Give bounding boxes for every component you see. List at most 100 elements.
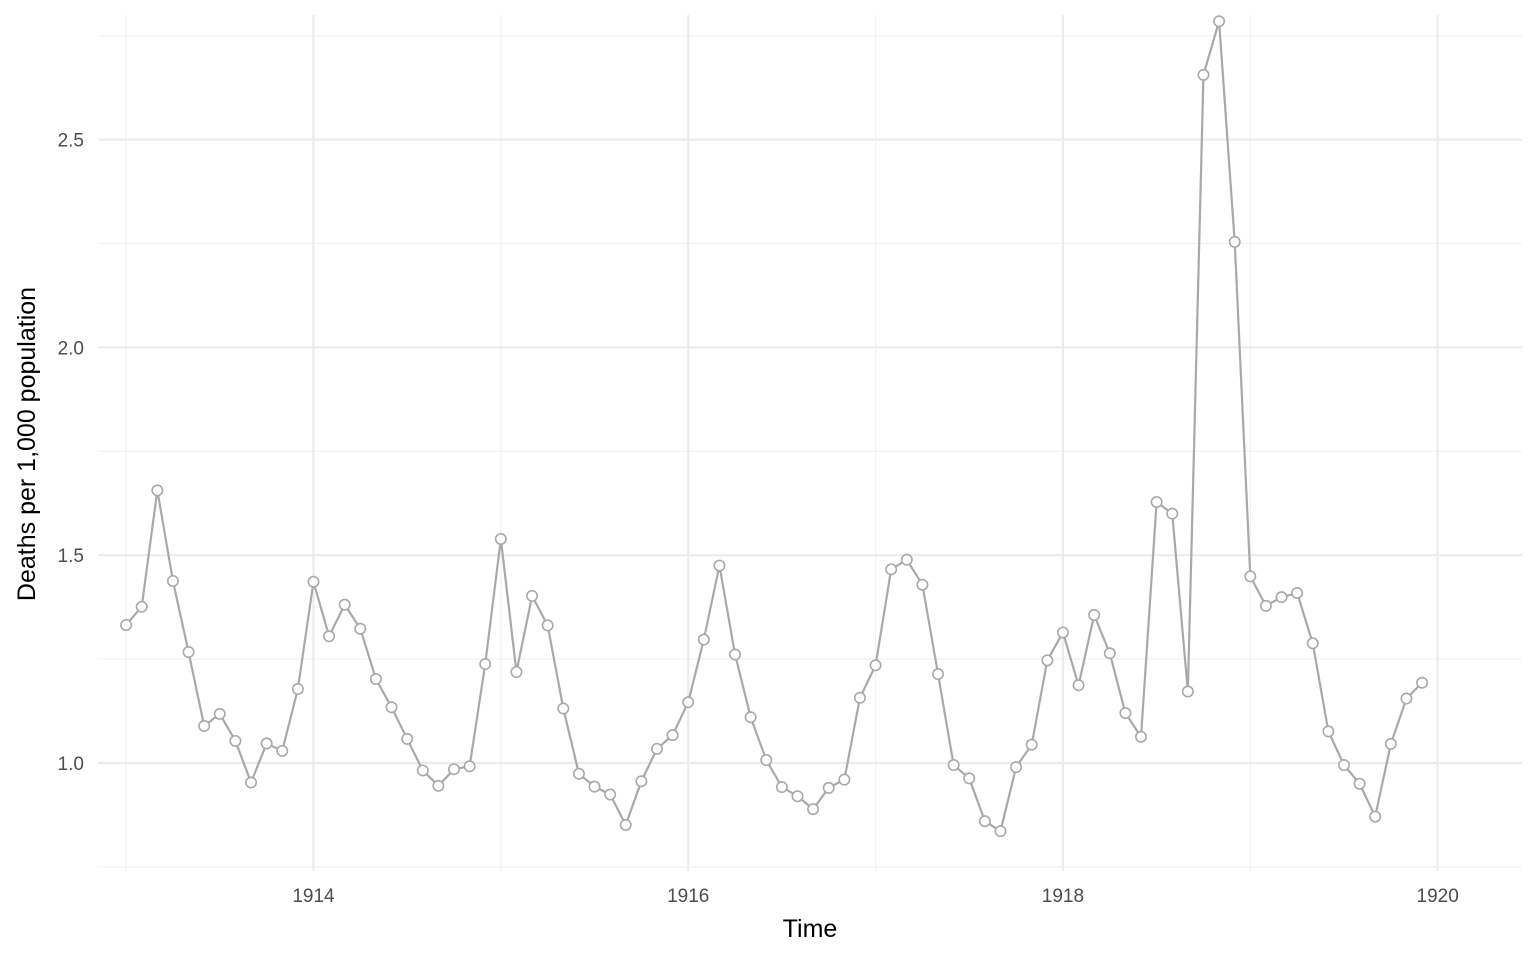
data-point bbox=[1369, 810, 1382, 823]
data-point bbox=[557, 702, 570, 715]
x-tick-label: 1914 bbox=[292, 886, 335, 907]
data-point bbox=[1166, 507, 1179, 520]
y-axis-ticks: 1.0 1.5 2.0 2.5 bbox=[58, 131, 84, 775]
data-point bbox=[744, 711, 757, 724]
data-point bbox=[1259, 599, 1272, 612]
data-point bbox=[807, 803, 820, 816]
data-point bbox=[1119, 707, 1132, 720]
data-point bbox=[666, 729, 679, 742]
minor-gridlines bbox=[98, 15, 1522, 871]
data-point bbox=[447, 763, 460, 776]
data-point bbox=[1056, 626, 1069, 639]
data-point bbox=[900, 553, 913, 566]
data-point bbox=[541, 619, 554, 632]
y-tick-label: 1.0 bbox=[58, 754, 84, 775]
data-point bbox=[932, 668, 945, 681]
data-point bbox=[307, 575, 320, 588]
data-point bbox=[1072, 679, 1085, 692]
series-lines bbox=[125, 20, 1423, 833]
data-point bbox=[682, 696, 695, 709]
data-point bbox=[697, 633, 710, 646]
data-point bbox=[916, 578, 929, 591]
data-point bbox=[229, 734, 242, 747]
data-point bbox=[463, 760, 476, 773]
x-axis-ticks: 1914 1916 1918 1920 bbox=[292, 886, 1458, 907]
x-axis-title: Time bbox=[783, 915, 838, 943]
data-point bbox=[1197, 68, 1210, 81]
data-point bbox=[276, 744, 289, 757]
data-point bbox=[885, 563, 898, 576]
data-point bbox=[1416, 676, 1429, 689]
data-point bbox=[1088, 609, 1101, 622]
data-point bbox=[1244, 570, 1257, 583]
data-point bbox=[1103, 647, 1116, 660]
data-point bbox=[994, 825, 1007, 838]
data-point bbox=[760, 754, 773, 767]
data-point bbox=[650, 742, 663, 755]
data-point bbox=[791, 790, 804, 803]
data-point bbox=[604, 788, 617, 801]
data-point bbox=[838, 773, 851, 786]
data-point bbox=[182, 646, 195, 659]
data-point bbox=[166, 574, 179, 587]
data-point bbox=[1353, 777, 1366, 790]
data-point bbox=[510, 665, 523, 678]
data-point bbox=[120, 618, 133, 631]
data-point bbox=[151, 484, 164, 497]
data-point bbox=[619, 818, 632, 831]
series-line-deaths bbox=[125, 20, 1423, 833]
series-points bbox=[120, 15, 1429, 838]
data-point bbox=[1291, 587, 1304, 600]
data-point bbox=[588, 780, 601, 793]
data-point bbox=[1338, 759, 1351, 772]
data-point bbox=[635, 775, 648, 788]
y-tick-label: 2.5 bbox=[58, 131, 84, 152]
data-point bbox=[1322, 725, 1335, 738]
data-point bbox=[494, 532, 507, 545]
data-point bbox=[729, 648, 742, 661]
x-tick-label: 1920 bbox=[1417, 886, 1459, 907]
data-point bbox=[401, 732, 414, 745]
data-point bbox=[135, 600, 148, 613]
y-tick-label: 2.0 bbox=[58, 338, 84, 359]
data-point bbox=[291, 682, 304, 695]
data-point bbox=[432, 779, 445, 792]
data-point bbox=[1384, 737, 1397, 750]
data-point bbox=[1010, 761, 1023, 774]
x-tick-label: 1916 bbox=[667, 886, 709, 907]
data-point bbox=[1400, 692, 1413, 705]
data-point bbox=[416, 764, 429, 777]
data-point bbox=[369, 673, 382, 686]
data-point bbox=[1228, 235, 1241, 248]
data-point bbox=[1025, 738, 1038, 751]
major-gridlines bbox=[98, 15, 1522, 871]
data-point bbox=[853, 691, 866, 704]
data-point bbox=[963, 772, 976, 785]
data-point bbox=[775, 781, 788, 794]
x-tick-label: 1918 bbox=[1042, 886, 1084, 907]
data-point bbox=[572, 767, 585, 780]
data-point bbox=[1306, 637, 1319, 650]
data-point bbox=[1275, 591, 1288, 604]
y-tick-label: 1.5 bbox=[58, 546, 84, 567]
data-point bbox=[978, 815, 991, 828]
data-point bbox=[385, 701, 398, 714]
data-point bbox=[1181, 685, 1194, 698]
data-point bbox=[338, 598, 351, 611]
data-point bbox=[526, 589, 539, 602]
data-point bbox=[260, 737, 273, 750]
data-point bbox=[1135, 730, 1148, 743]
data-point bbox=[323, 630, 336, 643]
data-point bbox=[1041, 654, 1054, 667]
data-point bbox=[869, 659, 882, 672]
y-axis-title: Deaths per 1,000 population bbox=[13, 287, 41, 601]
data-point bbox=[354, 622, 367, 635]
data-point bbox=[213, 707, 226, 720]
data-point bbox=[479, 658, 492, 671]
data-point bbox=[1150, 496, 1163, 509]
data-point bbox=[198, 719, 211, 732]
data-point bbox=[713, 559, 726, 572]
data-point bbox=[822, 781, 835, 794]
data-point bbox=[947, 759, 960, 772]
